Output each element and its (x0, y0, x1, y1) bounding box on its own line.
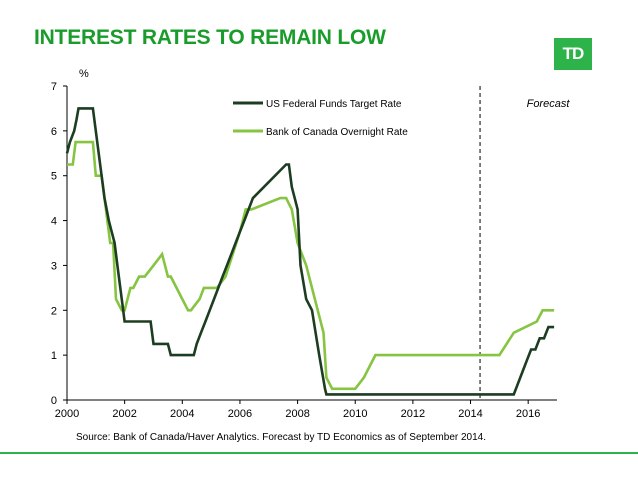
x-tick-label: 2006 (228, 408, 252, 420)
y-tick-label: 4 (51, 216, 57, 228)
x-tick-label: 2002 (112, 408, 136, 420)
td-logo-text: TD (562, 44, 585, 63)
y-tick-label: 6 (51, 126, 57, 138)
x-tick-label: 2014 (458, 408, 482, 420)
y-tick-label: 3 (51, 260, 57, 272)
x-tick-label: 2000 (55, 408, 79, 420)
source-note: Source: Bank of Canada/Haver Analytics. … (76, 432, 487, 443)
x-tick-label: 2016 (516, 408, 540, 420)
y-tick-label: 7 (51, 81, 57, 93)
x-tick-label: 2008 (285, 408, 309, 420)
chart-axes: 0 1 2 3 4 5 6 7 2000 2002 2004 2006 2008 2010 2012 2014… (51, 68, 557, 420)
legend-label-canada: Bank of Canada Overnight Rate (266, 127, 408, 138)
y-tick-label: 1 (51, 350, 57, 362)
legend-label-us: US Federal Funds Target Rate (266, 99, 402, 110)
chart-series (65, 107, 555, 396)
y-tick-label: 0 (51, 395, 57, 407)
x-tick-label: 2012 (401, 408, 425, 420)
x-tick-label: 2010 (343, 408, 367, 420)
series-us-federal-funds-line (65, 107, 555, 396)
y-axis-label: % (79, 68, 89, 80)
y-tick-label: 5 (51, 171, 57, 183)
x-tick-label: 2004 (170, 408, 194, 420)
td-logo: TD (554, 38, 592, 70)
series-bank-of-canada-line (67, 140, 555, 391)
forecast-label: Forecast (527, 98, 571, 110)
page-title: INTEREST RATES TO REMAIN LOW (34, 26, 386, 49)
bottom-rule (0, 452, 638, 454)
forecast-region: Forecast (479, 86, 571, 400)
y-tick-label: 2 (51, 305, 57, 317)
chart-legend: US Federal Funds Target Rate Bank of Cana… (233, 99, 408, 138)
